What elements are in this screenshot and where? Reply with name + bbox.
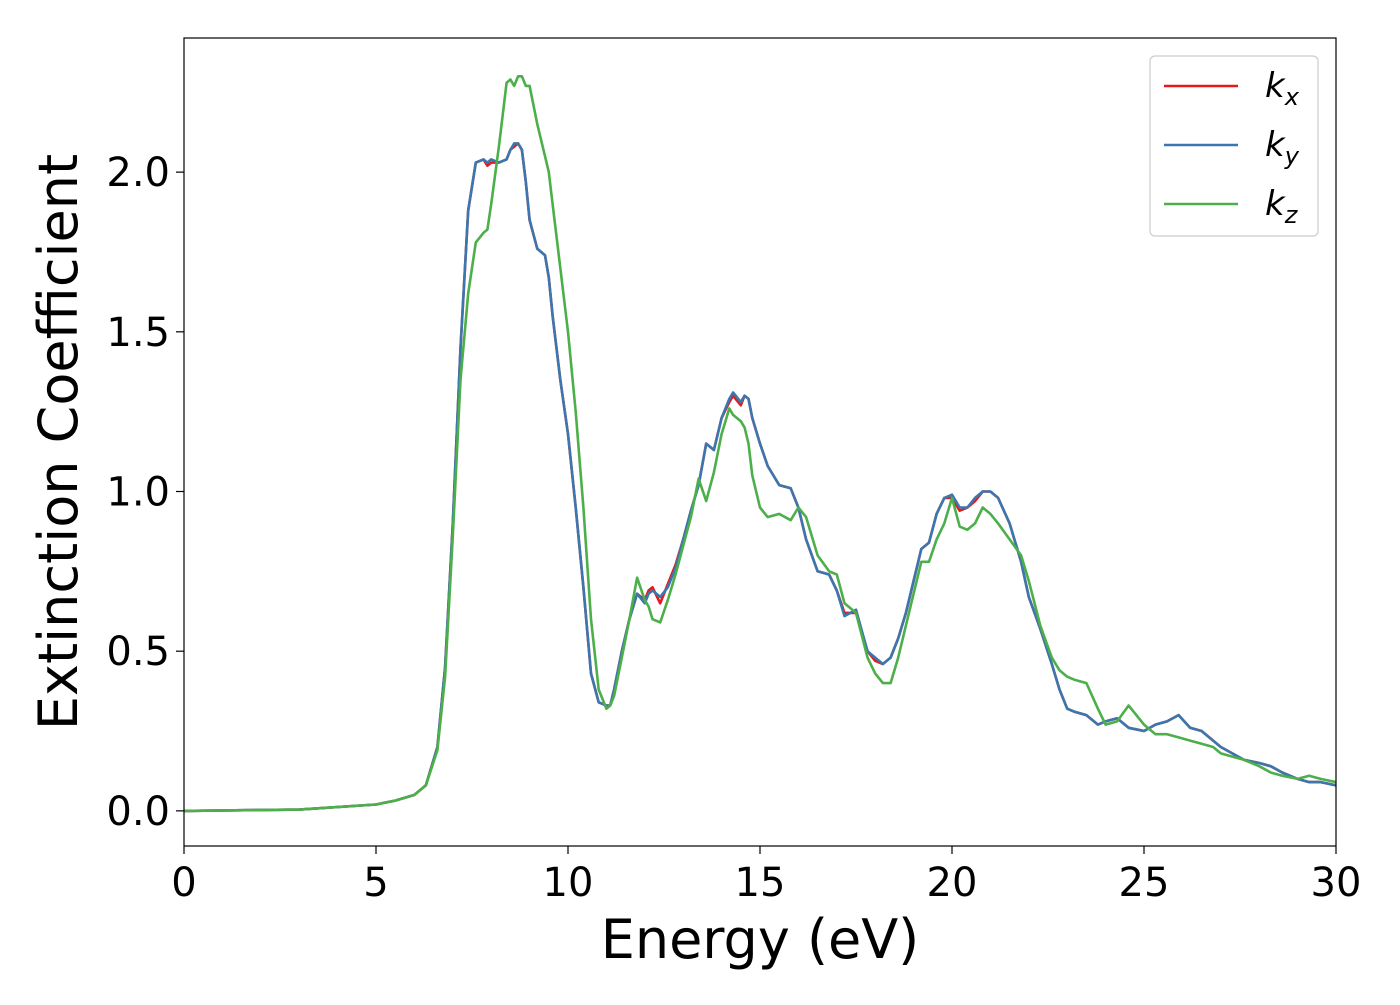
series-line-kz <box>184 75 1336 813</box>
y-axis-ticks: 0.0 0.5 1.0 1.5 2.0 <box>106 150 184 835</box>
series-layer <box>184 75 1336 813</box>
x-axis-label: Energy (eV) <box>601 908 920 971</box>
y-tick-label: 0.5 <box>106 629 170 675</box>
y-tick-label: 0.0 <box>106 789 170 835</box>
y-tick-label: 1.0 <box>106 470 170 516</box>
x-tick-label: 10 <box>543 860 594 906</box>
x-tick-label: 30 <box>1311 860 1362 906</box>
legend-label-ky: ky <box>1265 125 1300 170</box>
y-tick-label: 2.0 <box>106 150 170 196</box>
series-line-kx <box>184 142 1336 813</box>
x-tick-label: 5 <box>363 860 388 906</box>
x-tick-label: 20 <box>927 860 978 906</box>
x-axis-ticks: 0 5 10 15 20 25 30 <box>171 846 1361 906</box>
x-tick-label: 0 <box>171 860 196 906</box>
legend-subscript: x <box>1284 83 1300 111</box>
legend-subscript: y <box>1284 142 1300 170</box>
x-tick-label: 25 <box>1119 860 1170 906</box>
legend-subscript: z <box>1284 201 1299 229</box>
series-line-ky <box>184 142 1336 813</box>
y-tick-label: 1.5 <box>106 310 170 356</box>
x-tick-label: 15 <box>735 860 786 906</box>
legend-label-kx: kx <box>1265 66 1300 111</box>
y-axis-label: Extinction Coefficient <box>27 154 90 730</box>
